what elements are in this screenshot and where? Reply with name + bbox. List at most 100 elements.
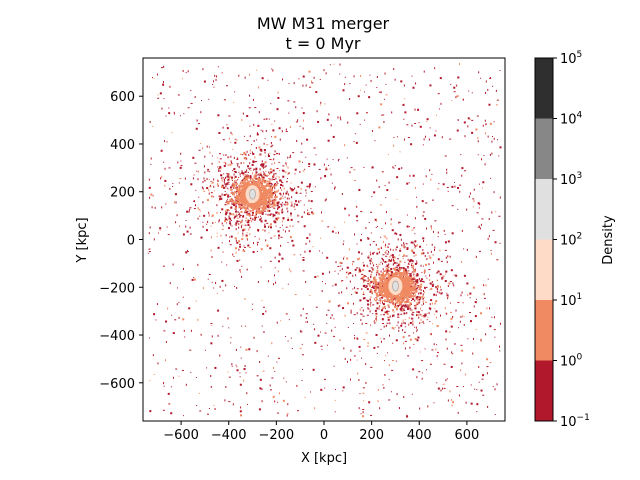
density-point: [400, 238, 402, 241]
density-point: [362, 269, 365, 272]
density-point: [287, 100, 290, 102]
density-point: [323, 378, 326, 380]
density-point: [372, 285, 375, 287]
density-point: [165, 203, 167, 205]
density-point: [289, 212, 292, 215]
density-point: [168, 403, 171, 405]
density-point: [285, 181, 288, 183]
density-point: [211, 255, 213, 258]
density-point: [265, 239, 267, 242]
density-point: [233, 202, 236, 205]
density-point: [415, 288, 418, 290]
density-point: [174, 201, 176, 204]
density-point: [294, 168, 297, 171]
density-point: [495, 89, 497, 92]
density-point: [453, 343, 456, 345]
density-point: [409, 273, 412, 275]
density-point: [361, 322, 363, 325]
density-point: [213, 287, 215, 289]
density-point: [370, 366, 373, 368]
density-point: [411, 124, 413, 127]
density-point: [484, 119, 486, 122]
density-point: [252, 98, 254, 101]
density-point: [290, 201, 293, 203]
density-point: [207, 168, 210, 170]
density-point: [363, 264, 366, 267]
density-point: [240, 208, 242, 210]
density-point: [365, 363, 367, 366]
density-point: [257, 229, 260, 232]
density-point: [234, 177, 236, 179]
density-point: [405, 288, 408, 291]
density-point: [369, 243, 371, 246]
density-point: [496, 383, 498, 386]
density-point: [397, 238, 399, 241]
density-point: [421, 200, 424, 203]
density-point: [201, 186, 203, 189]
density-point: [189, 349, 192, 351]
density-point: [257, 211, 260, 214]
density-point: [388, 399, 391, 401]
density-point: [385, 325, 387, 327]
density-point: [263, 175, 265, 177]
density-point: [334, 187, 336, 190]
density-point: [255, 169, 258, 171]
density-point: [179, 166, 182, 169]
density-point: [196, 405, 198, 407]
density-point: [249, 168, 251, 171]
density-point: [351, 294, 353, 296]
density-point: [264, 219, 267, 222]
density-point: [254, 216, 257, 219]
density-point: [406, 247, 409, 250]
density-point: [404, 98, 406, 100]
density-point: [489, 76, 491, 78]
density-point: [490, 177, 492, 179]
density-point: [297, 214, 299, 217]
density-point: [283, 192, 285, 195]
density-point: [182, 318, 185, 321]
density-point: [447, 240, 450, 243]
density-point: [279, 203, 282, 205]
density-point: [378, 284, 381, 287]
density-point: [414, 278, 416, 281]
density-point: [356, 359, 358, 361]
density-point: [386, 189, 389, 192]
density-point: [276, 361, 278, 363]
density-point: [381, 287, 384, 290]
density-point: [403, 118, 405, 120]
density-point: [387, 299, 390, 302]
density-point: [395, 339, 398, 342]
density-point: [463, 248, 465, 250]
density-point: [152, 125, 154, 127]
density-point: [218, 219, 220, 222]
density-point: [344, 144, 346, 147]
density-point: [410, 291, 413, 294]
density-point: [363, 281, 365, 284]
density-point: [398, 293, 401, 296]
density-point: [436, 290, 438, 293]
density-point: [268, 232, 270, 234]
density-point: [240, 199, 243, 202]
density-point: [354, 291, 356, 294]
density-point: [282, 220, 284, 223]
density-point: [273, 214, 276, 217]
density-point: [235, 239, 237, 242]
density-point: [263, 172, 265, 175]
density-point: [227, 181, 230, 183]
density-point: [376, 76, 378, 79]
density-point: [282, 195, 284, 197]
density-point: [263, 207, 266, 210]
density-point: [229, 163, 232, 166]
density-point: [400, 297, 403, 300]
density-point: [178, 302, 180, 304]
density-point: [252, 213, 254, 216]
density-point: [251, 163, 254, 166]
density-point: [248, 154, 250, 157]
density-point: [414, 299, 416, 302]
density-point: [467, 293, 469, 296]
density-point: [326, 158, 328, 160]
density-point: [374, 283, 376, 285]
density-point: [405, 255, 408, 257]
density-point: [260, 129, 262, 131]
density-point: [384, 185, 386, 187]
